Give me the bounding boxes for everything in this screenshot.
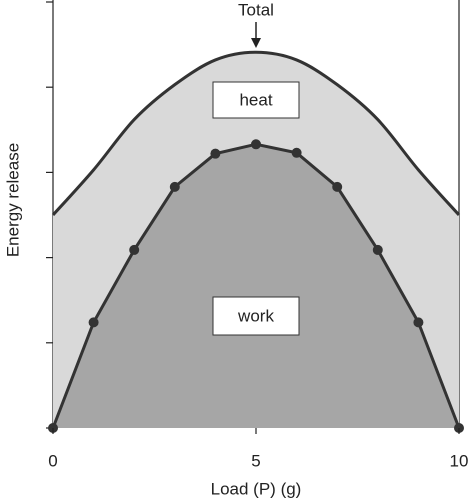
line: [51, 50, 461, 217]
heat-label: heat: [239, 90, 272, 109]
x-axis-label: Load (P) (g): [211, 479, 302, 498]
heat-box: [212, 81, 300, 119]
work-label: work: [237, 306, 274, 325]
point: [210, 148, 221, 159]
point: [291, 147, 302, 158]
point: [413, 317, 424, 328]
point: [372, 244, 383, 255]
y-axis-label: Energy release: [3, 143, 22, 257]
x-tick-label: 10: [450, 451, 469, 470]
work-box: [212, 296, 300, 336]
point: [129, 244, 140, 255]
x-tick-label: 5: [251, 451, 260, 470]
total-label: Total: [238, 0, 274, 19]
x-tick-label: 0: [48, 451, 57, 470]
area: [53, 144, 459, 428]
point: [169, 181, 180, 192]
point: [251, 139, 261, 150]
total-arrowhead: [251, 38, 261, 48]
point: [88, 317, 99, 328]
point: [332, 181, 343, 192]
